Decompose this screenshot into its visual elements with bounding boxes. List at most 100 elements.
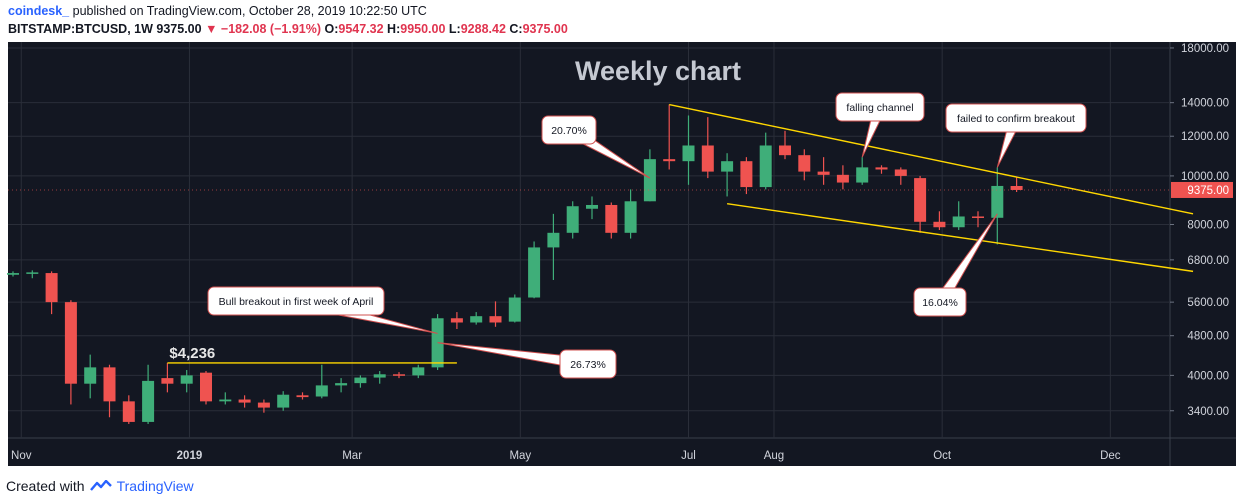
candle-body: [277, 394, 290, 408]
callout-text: Bull breakout in first week of April: [219, 296, 374, 308]
symbol-label: BITSTAMP:BTCUSD, 1W: [8, 22, 153, 36]
candle-body: [836, 174, 849, 183]
candle-body: [528, 247, 541, 298]
callout-text: falling channel: [846, 102, 913, 114]
published-text: published on TradingView.com, October 28…: [72, 4, 427, 18]
candle-body: [933, 221, 946, 228]
candle: [142, 364, 155, 424]
y-tick-label: 10000.00: [1181, 171, 1229, 183]
candle-body: [103, 367, 116, 402]
candle-body: [547, 232, 560, 248]
candle: [856, 157, 869, 185]
candle-body: [64, 302, 77, 384]
candle-body: [894, 169, 907, 176]
candle: [933, 211, 946, 231]
candle: [701, 117, 714, 179]
y-tick-label: 8000.00: [1187, 219, 1229, 231]
footer: Created with TradingView: [6, 478, 194, 494]
tradingview-brand[interactable]: TradingView: [116, 478, 194, 494]
candle-body: [84, 367, 97, 384]
candle: [335, 378, 348, 393]
y-tick-label: 12000.00: [1181, 131, 1229, 143]
candle: [952, 201, 965, 231]
open-label: O:: [324, 22, 339, 36]
candle: [277, 391, 290, 411]
candle: [354, 375, 367, 388]
candle: [759, 132, 772, 190]
callout-box: [559, 349, 617, 379]
callout-box: [945, 103, 1087, 133]
candle: [489, 301, 502, 327]
candle-body: [682, 145, 695, 162]
candle-body: [122, 401, 135, 422]
candle: [296, 392, 309, 400]
y-tick-label: 4000.00: [1187, 370, 1229, 382]
candle: [393, 372, 405, 379]
candle: [779, 130, 791, 160]
x-tick-label: Jul: [681, 450, 696, 462]
callout-text: 16.04%: [922, 297, 958, 309]
candle-body: [161, 378, 174, 384]
candle-body: [238, 399, 251, 403]
y-tick-label: 3400.00: [1187, 406, 1229, 418]
candle-body: [142, 380, 155, 422]
candle-body: [296, 395, 309, 398]
candle-body: [315, 385, 328, 397]
candle: [682, 115, 695, 185]
candle: [566, 201, 579, 239]
callout-box: [913, 287, 967, 317]
x-tick-label: Mar: [342, 450, 362, 462]
candle: [605, 202, 618, 239]
candle-body: [914, 178, 927, 222]
x-tick-label: Oct: [933, 450, 952, 462]
candle-body: [335, 383, 348, 386]
candle: [412, 364, 425, 379]
candle-body: [508, 297, 521, 322]
candle-body: [701, 145, 714, 172]
high-label: H:: [387, 22, 401, 36]
candle: [508, 294, 521, 323]
candle: [26, 270, 39, 279]
candle-body: [875, 167, 888, 170]
x-tick-label: 2019: [177, 450, 203, 462]
candle: [238, 395, 251, 408]
candle-body: [972, 216, 984, 218]
candle: [64, 300, 77, 405]
open-value: 9547.32: [338, 22, 384, 36]
created-with-text: Created with: [6, 478, 85, 494]
y-tick-label: 18000.00: [1181, 43, 1229, 55]
candle: [103, 364, 116, 418]
candle-body: [605, 204, 618, 233]
candle-body: [7, 273, 19, 275]
candle-body: [952, 216, 965, 228]
candle: [161, 362, 174, 393]
candle: [894, 167, 907, 185]
candle: [547, 213, 560, 280]
candle: [643, 149, 656, 202]
candle: [817, 157, 830, 185]
close-label: C:: [509, 22, 523, 36]
annotation-callout: falling channel: [835, 92, 925, 158]
candle: [914, 175, 927, 233]
candle: [721, 153, 734, 197]
candle-body: [798, 155, 811, 172]
low-label: L:: [448, 22, 461, 36]
publisher-name[interactable]: coindesk_: [8, 4, 70, 18]
candle-body: [470, 316, 483, 323]
annotation-callout: 16.04%: [913, 213, 998, 317]
candle-body: [566, 206, 579, 233]
callout-text: failed to confirm breakout: [957, 113, 1075, 125]
candle: [200, 371, 212, 405]
callout-box: [835, 92, 925, 122]
candle: [991, 167, 1004, 245]
candle-body: [624, 201, 637, 233]
candle-body: [1010, 185, 1023, 190]
candle-body: [450, 318, 463, 323]
y-tick-label: 5600.00: [1187, 297, 1229, 309]
candle: [122, 395, 135, 424]
candle-body: [740, 161, 753, 188]
publish-line: coindesk_ published on TradingView.com, …: [8, 4, 427, 18]
candle-body: [45, 273, 58, 303]
low-value: 9288.42: [460, 22, 506, 36]
